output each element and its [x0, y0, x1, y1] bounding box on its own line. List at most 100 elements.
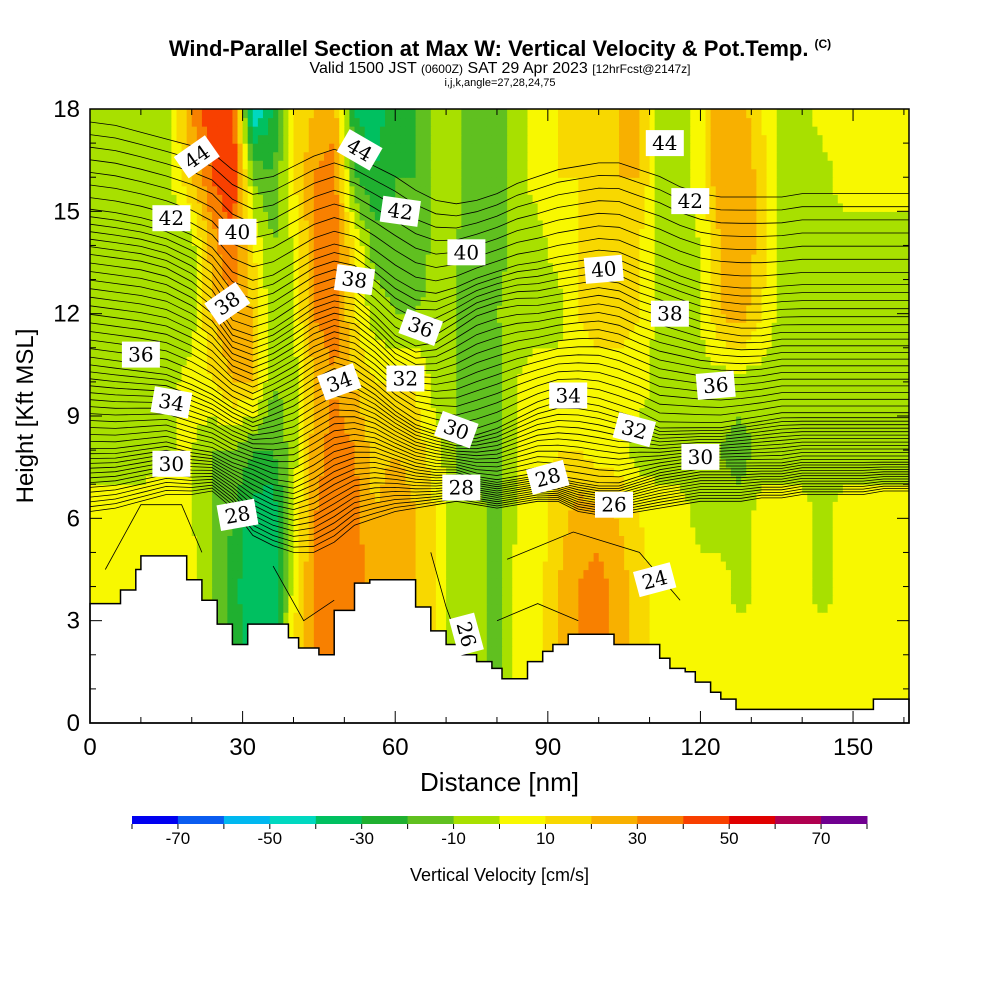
velocity-cell: [334, 543, 340, 554]
velocity-cell: [573, 578, 579, 588]
velocity-cell: [649, 552, 656, 562]
velocity-cell: [100, 492, 106, 502]
velocity-cell: [278, 501, 284, 511]
velocity-cell: [222, 458, 228, 468]
velocity-cell: [151, 475, 157, 485]
velocity-cell: [532, 629, 539, 639]
velocity-cell: [318, 518, 325, 528]
velocity-cell: [802, 595, 808, 605]
velocity-cell: [725, 560, 732, 571]
velocity-cell: [690, 578, 696, 588]
velocity-cell: [491, 629, 498, 639]
velocity-cell: [522, 603, 529, 613]
velocity-cell: [588, 535, 595, 545]
velocity-cell: [893, 654, 900, 664]
velocity-cell: [680, 552, 686, 562]
velocity-cell: [705, 586, 712, 596]
velocity-cell: [598, 526, 605, 536]
velocity-cell: [654, 620, 661, 630]
velocity-cell: [405, 492, 412, 502]
velocity-cell: [807, 492, 813, 502]
velocity-cell: [802, 612, 808, 622]
velocity-cell: [649, 637, 656, 647]
velocity-cell: [903, 612, 909, 622]
velocity-cell: [858, 629, 864, 639]
velocity-cell: [837, 671, 844, 681]
velocity-cell: [827, 629, 834, 639]
velocity-cell: [680, 586, 686, 596]
velocity-cell: [359, 475, 366, 485]
velocity-cell: [207, 475, 213, 485]
velocity-cell: [156, 484, 162, 494]
velocity-cell: [354, 501, 361, 511]
velocity-cell: [537, 603, 544, 613]
velocity-cell: [680, 560, 686, 571]
velocity-cell: [593, 595, 600, 605]
velocity-cell: [781, 484, 788, 494]
velocity-cell: [675, 475, 681, 485]
velocity-cell: [115, 569, 122, 579]
velocity-cell: [217, 586, 223, 596]
velocity-cell: [461, 560, 468, 571]
velocity-cell: [710, 603, 717, 613]
velocity-cell: [893, 560, 900, 571]
velocity-cell: [278, 552, 284, 562]
velocity-cell: [313, 586, 320, 596]
velocity-cell: [669, 646, 676, 656]
velocity-cell: [613, 543, 620, 554]
velocity-cell: [863, 560, 869, 571]
velocity-cell: [832, 578, 839, 588]
velocity-cell: [491, 595, 498, 605]
velocity-cell: [786, 543, 793, 554]
velocity-cell: [502, 612, 508, 622]
velocity-cell: [797, 671, 803, 681]
velocity-cell: [247, 569, 254, 579]
velocity-cell: [547, 509, 554, 519]
velocity-cell: [583, 578, 590, 588]
velocity-cell: [878, 620, 885, 630]
velocity-cell: [781, 603, 788, 613]
velocity-cell: [675, 595, 681, 605]
velocity-cell: [405, 458, 412, 468]
velocity-cell: [812, 560, 819, 571]
velocity-cell: [883, 526, 890, 536]
velocity-cell: [639, 603, 646, 613]
velocity-cell: [318, 569, 325, 579]
velocity-cell: [613, 620, 620, 630]
velocity-cell: [308, 569, 315, 579]
velocity-cell: [395, 518, 401, 528]
velocity-cell: [730, 484, 737, 494]
velocity-cell: [364, 492, 371, 502]
velocity-cell: [140, 467, 147, 477]
velocity-cell: [308, 467, 315, 477]
velocity-cell: [486, 526, 493, 536]
velocity-cell: [603, 458, 610, 468]
velocity-cell: [532, 535, 539, 545]
velocity-cell: [685, 543, 691, 554]
velocity-cell: [685, 552, 691, 562]
velocity-cell: [781, 637, 788, 647]
velocity-cell: [619, 578, 625, 588]
velocity-cell: [786, 688, 793, 699]
velocity-cell: [893, 646, 900, 656]
velocity-cell: [858, 671, 864, 681]
velocity-cell: [675, 543, 681, 554]
velocity-cell: [868, 501, 874, 511]
velocity-cell: [807, 552, 813, 562]
velocity-cell: [781, 526, 788, 536]
velocity-cell: [512, 552, 518, 562]
velocity-cell: [827, 535, 834, 545]
velocity-cell: [664, 509, 671, 519]
velocity-cell: [268, 612, 274, 622]
velocity-cell: [105, 560, 111, 571]
velocity-cell: [858, 595, 864, 605]
velocity-cell: [222, 586, 228, 596]
velocity-cell: [334, 595, 340, 605]
velocity-cell: [349, 458, 356, 468]
velocity-cell: [883, 458, 890, 468]
velocity-cell: [329, 509, 335, 519]
velocity-cell: [822, 671, 829, 681]
velocity-cell: [888, 620, 895, 630]
velocity-cell: [893, 526, 900, 536]
velocity-cell: [491, 612, 498, 622]
